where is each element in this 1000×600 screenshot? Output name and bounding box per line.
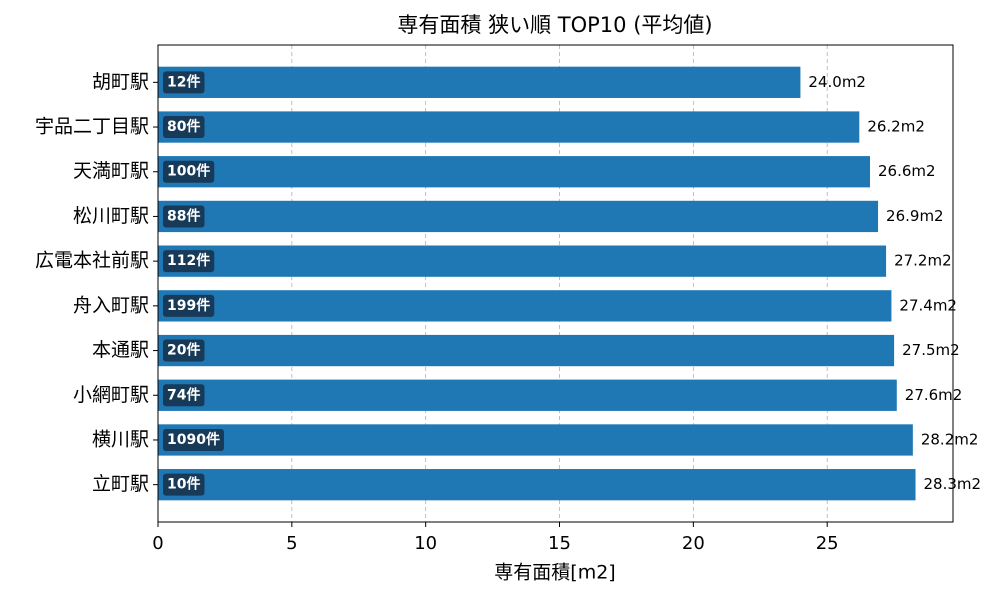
y-tick-label: 宇品二丁目駅 [35, 116, 149, 138]
count-label-box [163, 116, 205, 139]
plot-frame [157, 44, 954, 523]
y-tick-label: 広電本社前駅 [35, 250, 149, 272]
count-label-box [163, 339, 205, 362]
count-label-box [163, 71, 205, 94]
y-tick-label: 小網町駅 [73, 384, 149, 406]
bar [158, 290, 892, 322]
bar [158, 245, 887, 277]
value-label: 27.5m2 [902, 341, 960, 359]
count-label: 74件 [167, 386, 200, 403]
value-label: 27.6m2 [905, 386, 963, 404]
y-tick-label: 舟入町駅 [73, 294, 149, 316]
x-tick-label: 15 [548, 533, 571, 554]
y-tick-label: 横川駅 [92, 428, 149, 450]
y-tick-label: 胡町駅 [92, 71, 149, 93]
value-label: 28.3m2 [924, 475, 982, 493]
y-tick-label: 本通駅 [92, 339, 149, 361]
count-label-box [163, 294, 215, 317]
x-tick-label: 5 [286, 533, 297, 554]
count-label: 10件 [167, 476, 200, 493]
x-tick-label: 20 [682, 533, 705, 554]
count-label: 199件 [167, 297, 210, 314]
value-label: 26.9m2 [886, 207, 944, 225]
value-label: 27.2m2 [894, 252, 952, 270]
count-label: 100件 [167, 163, 210, 180]
count-label: 20件 [167, 342, 200, 359]
chart-title: 専有面積 狭い順 TOP10 (平均値) [397, 13, 712, 37]
x-tick-label: 25 [816, 533, 839, 554]
value-label: 28.2m2 [921, 430, 979, 448]
y-tick-label: 天満町駅 [73, 160, 149, 182]
count-label-box [163, 384, 205, 407]
count-label-box [163, 428, 224, 451]
count-label-box [163, 205, 205, 228]
count-label-box [163, 250, 215, 273]
value-label: 27.4m2 [899, 296, 957, 314]
bar [158, 424, 913, 456]
value-label: 26.2m2 [867, 118, 925, 136]
bar [158, 334, 895, 367]
count-label: 12件 [167, 73, 200, 90]
bar [158, 156, 871, 188]
y-tick-label: 松川町駅 [73, 205, 149, 227]
count-label-box [163, 473, 205, 496]
count-label: 88件 [167, 207, 200, 224]
bar [158, 66, 801, 98]
bar [158, 200, 879, 233]
count-label: 112件 [167, 252, 210, 269]
bar [158, 469, 916, 501]
value-label: 26.6m2 [878, 162, 936, 180]
y-tick-label: 立町駅 [92, 473, 149, 495]
count-label-box [163, 160, 215, 183]
bar [158, 111, 860, 143]
bar [158, 379, 897, 411]
x-tick-label: 0 [152, 533, 163, 554]
count-label: 80件 [167, 118, 200, 135]
value-label: 24.0m2 [808, 73, 866, 91]
x-tick-label: 10 [414, 533, 437, 554]
count-label: 1090件 [167, 431, 220, 448]
x-axis-label: 専有面積[m2] [494, 562, 615, 584]
